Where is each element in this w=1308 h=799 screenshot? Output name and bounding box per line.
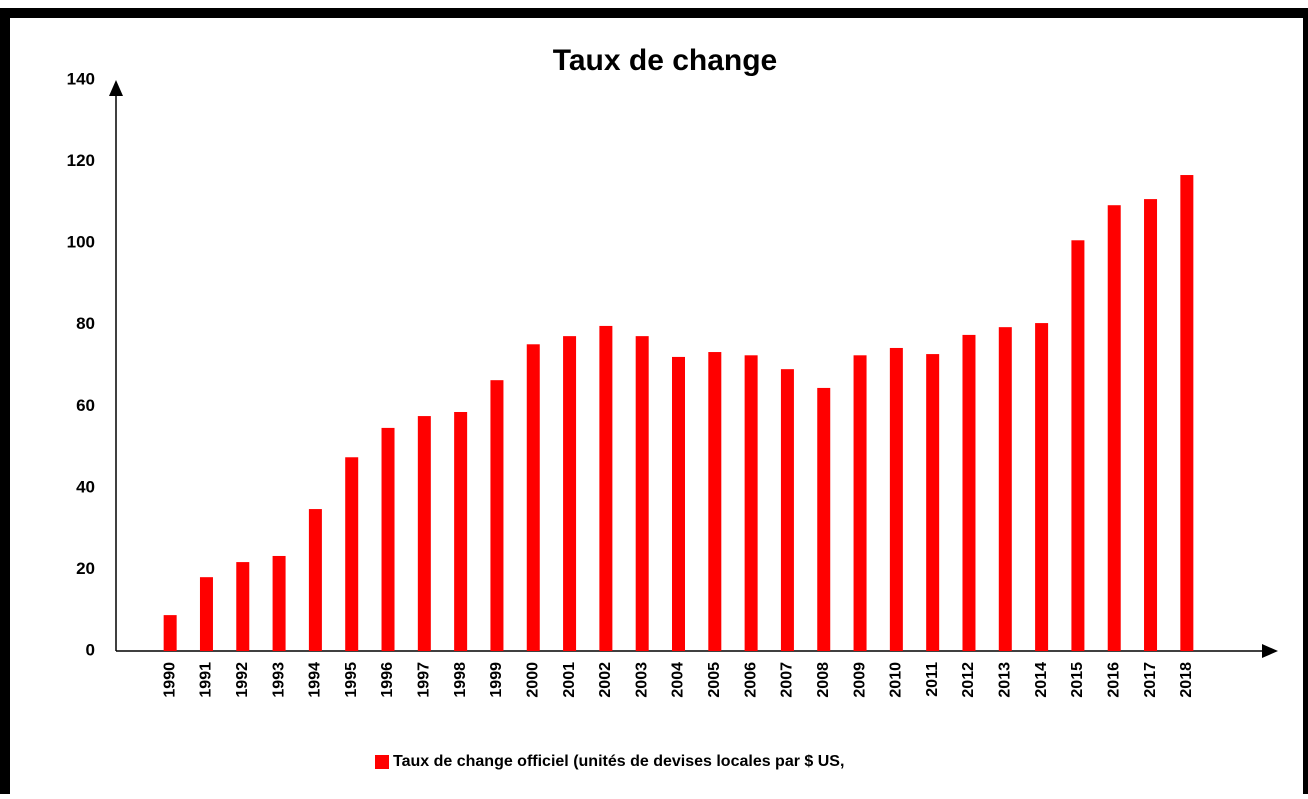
- bar: [1107, 205, 1121, 651]
- y-tick-label: 40: [76, 477, 95, 496]
- x-tick-label: 2001: [561, 662, 578, 698]
- x-tick-label: 2006: [742, 662, 759, 698]
- x-tick-label: 1995: [343, 662, 360, 698]
- x-tick-label: 2011: [924, 662, 941, 697]
- x-tick-label: 2012: [960, 662, 977, 698]
- y-tick-label: 100: [67, 233, 95, 252]
- y-tick-label: 0: [86, 640, 95, 659]
- x-tick-label: 2010: [888, 662, 905, 698]
- bar: [998, 327, 1012, 651]
- x-tick-label: 1992: [234, 662, 251, 698]
- bar: [199, 577, 213, 651]
- legend-label: Taux de change officiel (unités de devis…: [393, 753, 844, 770]
- bar: [526, 344, 540, 651]
- bar: [272, 555, 286, 651]
- y-tick-label: 20: [76, 559, 95, 578]
- bar: [381, 427, 395, 651]
- bar: [853, 355, 867, 651]
- bar: [672, 356, 685, 651]
- x-tick-label: 1994: [307, 662, 324, 698]
- x-tick-label: 2005: [706, 662, 723, 698]
- bar: [417, 416, 431, 651]
- bar: [889, 347, 903, 651]
- x-tick-label: 1997: [416, 662, 433, 698]
- x-tick-label: 1999: [488, 662, 505, 698]
- bar: [599, 325, 613, 651]
- x-tick-label: 2008: [815, 662, 832, 698]
- x-tick-label: 2016: [1105, 662, 1122, 698]
- bar: [1071, 240, 1085, 652]
- bar: [236, 562, 250, 651]
- frame: [0, 8, 1308, 799]
- x-tick-label: 1998: [452, 662, 469, 698]
- bar: [454, 411, 468, 651]
- bar: [1035, 323, 1049, 651]
- x-tick-label: 1991: [198, 662, 215, 698]
- bar: [1144, 199, 1158, 651]
- y-tick-label: 80: [76, 314, 95, 333]
- x-tick-label: 2007: [779, 662, 796, 698]
- x-tick-label: 2000: [524, 662, 541, 698]
- x-tick-label: 1990: [161, 662, 178, 698]
- bar: [345, 457, 359, 651]
- y-tick-label: 60: [76, 396, 95, 415]
- bar: [708, 352, 722, 651]
- y-tick-label: 120: [67, 151, 95, 170]
- bar: [926, 354, 940, 651]
- bar: [780, 369, 794, 651]
- x-tick-label: 2003: [633, 662, 650, 698]
- y-tick-label: 140: [67, 69, 95, 88]
- x-tick-label: 2018: [1178, 662, 1195, 698]
- bar: [163, 615, 177, 651]
- bar: [635, 336, 649, 651]
- x-tick-label: 2015: [1069, 662, 1086, 698]
- x-tick-label: 1996: [379, 662, 396, 698]
- chart-title: Taux de change: [553, 44, 778, 77]
- x-tick-label: 2013: [997, 662, 1014, 698]
- x-tick-label: 1993: [270, 662, 287, 698]
- x-tick-label: 2014: [1033, 662, 1050, 698]
- x-tick-label: 2009: [851, 662, 868, 698]
- bar: [563, 336, 577, 651]
- bar: [817, 387, 831, 651]
- bar: [308, 509, 322, 651]
- y-axis-arrow: [109, 80, 123, 96]
- x-tick-label: 2004: [670, 662, 687, 698]
- legend-swatch: [375, 755, 389, 769]
- x-tick-label: 2002: [597, 662, 614, 698]
- x-axis-arrow: [1262, 644, 1278, 658]
- bar: [490, 380, 504, 651]
- bar: [1180, 175, 1194, 652]
- bar: [744, 355, 758, 651]
- x-tick-label: 2017: [1142, 662, 1159, 698]
- bar: [962, 334, 976, 651]
